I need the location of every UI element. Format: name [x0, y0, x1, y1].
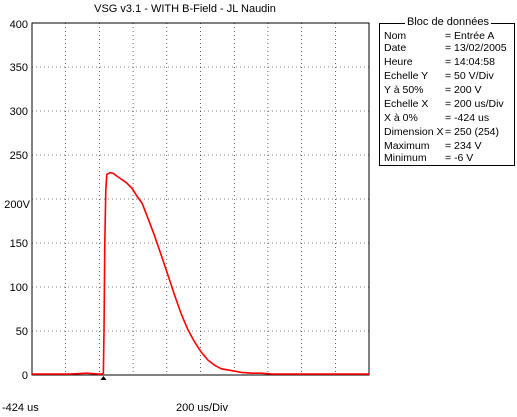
y-tick-label: 150 [10, 238, 28, 250]
trigger-marker [100, 376, 107, 380]
y-tick-label: 300 [10, 106, 28, 118]
info-key: Date [384, 42, 407, 54]
info-value: = 250 (254) [445, 126, 499, 138]
y-tick-label: 200V [4, 199, 30, 211]
info-value: = 50 V/Div [445, 70, 494, 82]
info-key: Heure [384, 56, 413, 68]
info-key: Nom [384, 30, 407, 42]
info-row-maximum: Maximum = 234 V [384, 140, 514, 152]
plot-frame [31, 22, 370, 376]
info-row-echelle-x: Echelle X = 200 us/Div [384, 98, 514, 110]
y-tick-label: 250 [10, 150, 28, 162]
grid [32, 23, 369, 375]
info-row-dimension-x: Dimension X = 250 (254) [384, 126, 514, 138]
x-origin-label: -424 us [2, 402, 39, 414]
info-key: X à 0% [384, 112, 418, 124]
info-key: Echelle Y [384, 70, 429, 82]
info-row-nom: Nom = Entrée A [384, 30, 514, 42]
y-tick-label: 400 [10, 19, 28, 31]
info-value: = -6 V [445, 152, 474, 164]
info-row-x-0: X à 0% = -424 us [384, 112, 514, 124]
y-tick-label: 50 [16, 326, 28, 338]
y-tick-label: 0 [22, 370, 28, 382]
y-axis-ticks: 050100150200200V250300350400 [4, 19, 30, 382]
data-block-panel [379, 23, 515, 166]
x-scale-label: 200 us/Div [176, 402, 228, 414]
y-tick-label: 100 [10, 282, 28, 294]
info-row-minimum: Minimum = -6 V [384, 152, 514, 164]
info-value: = 200 us/Div [445, 98, 504, 110]
info-row-heure: Heure = 14:04:58 [384, 56, 514, 68]
y-tick-label: 350 [10, 62, 28, 74]
info-row-echelle-y: Echelle Y = 50 V/Div [384, 70, 514, 82]
data-block-title: Bloc de données [405, 16, 491, 28]
info-row-y-50: Y à 50% = 200 V [384, 84, 514, 96]
signal-trace [32, 171, 369, 375]
info-value: = 234 V [445, 140, 482, 152]
info-value: = 14:04:58 [445, 56, 495, 68]
info-value: = 13/02/2005 [445, 42, 507, 54]
info-key: Minimum [384, 152, 427, 164]
info-row-date: Date = 13/02/2005 [384, 42, 514, 54]
info-value: = -424 us [445, 112, 490, 124]
info-key: Echelle X [384, 98, 429, 110]
info-key: Dimension X [384, 126, 444, 138]
info-value: = 200 V [445, 84, 482, 96]
info-key: Y à 50% [384, 84, 424, 96]
chart-title: VSG v3.1 - WITH B-Field - JL Naudin [94, 3, 276, 15]
info-key: Maximum [384, 140, 430, 152]
info-value: = Entrée A [445, 30, 495, 42]
